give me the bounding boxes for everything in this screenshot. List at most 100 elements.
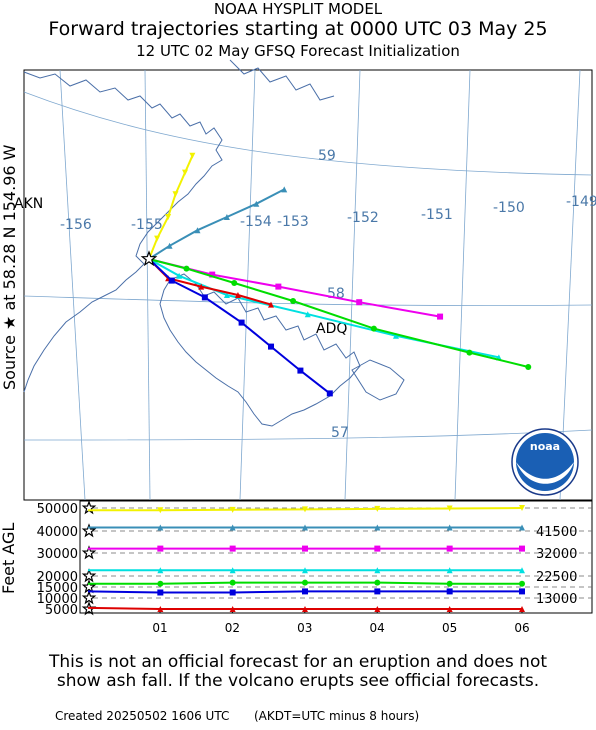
height-tick-label: 30000 xyxy=(37,547,78,562)
place-label-akn: AKN xyxy=(14,196,43,212)
place-label-adq: ADQ xyxy=(316,321,347,337)
trajectory-point xyxy=(525,364,532,370)
height-start-star xyxy=(81,568,97,583)
height-right-label: 41500 xyxy=(536,525,577,540)
trajectory-point xyxy=(176,272,183,279)
noaa-logo-text: noaa xyxy=(530,440,560,453)
lon-labels: -156 -155 -154 -153 -152 -151 -150 -149 xyxy=(60,194,596,233)
lon-label: -154 xyxy=(240,214,272,230)
x-tick-label: 05 xyxy=(442,621,457,635)
trajectory-point xyxy=(183,265,190,272)
trajectory-point xyxy=(370,325,377,332)
trajectory-point xyxy=(231,280,238,286)
lon-label: -149 xyxy=(566,194,596,210)
trajectory-layer xyxy=(148,152,532,397)
height-point xyxy=(157,524,164,531)
height-point xyxy=(519,567,525,574)
trajectory-point xyxy=(437,313,444,320)
height-start-star xyxy=(81,590,97,605)
height-point xyxy=(157,580,164,587)
created-timestamp: Created 20250502 1606 UTC xyxy=(55,709,230,723)
height-tick-label: 50000 xyxy=(37,502,78,517)
x-tick-label: 02 xyxy=(225,621,240,635)
trajectory-point xyxy=(253,200,260,207)
lat-labels: 59 58 57 xyxy=(318,148,349,441)
height-point xyxy=(519,524,525,531)
height-point xyxy=(519,606,525,612)
x-tick-label: 06 xyxy=(514,621,529,635)
trajectory-point xyxy=(290,298,297,304)
height-point xyxy=(374,505,381,512)
source-label: Source ★ at 58.28 N 154.96 W xyxy=(0,144,19,390)
height-start-star xyxy=(81,579,97,594)
height-point xyxy=(229,524,236,531)
height-point xyxy=(446,606,453,612)
trajectory-point xyxy=(356,299,363,306)
height-point xyxy=(519,588,525,595)
height-point xyxy=(157,507,164,514)
height-point xyxy=(157,606,164,612)
noaa-logo: noaa xyxy=(511,428,579,496)
trajectory-point xyxy=(189,152,196,159)
height-point xyxy=(302,588,308,595)
height-point xyxy=(374,606,381,612)
height-point xyxy=(374,588,381,595)
disclaimer-line-1: This is not an official forecast for an … xyxy=(48,652,548,672)
height-start-star xyxy=(81,523,97,538)
trajectory-point xyxy=(209,271,216,278)
lon-label: -150 xyxy=(493,200,525,216)
height-point xyxy=(302,606,308,612)
height-tick-label: 5000 xyxy=(45,603,78,618)
graticule xyxy=(23,69,593,501)
trajectory-point xyxy=(466,349,473,356)
trajectory-point xyxy=(198,283,205,290)
height-point xyxy=(374,567,381,574)
trajectory-point xyxy=(326,390,333,397)
trajectory-point xyxy=(194,227,201,234)
height-point xyxy=(229,589,236,596)
lat-label: 57 xyxy=(331,425,349,441)
x-tick-label: 03 xyxy=(297,621,312,635)
height-point xyxy=(302,567,308,574)
height-point xyxy=(519,580,525,587)
lon-label: -155 xyxy=(131,217,163,233)
source-star-icon xyxy=(140,250,158,267)
height-right-label: 13000 xyxy=(536,592,577,607)
height-point xyxy=(157,545,164,552)
height-point xyxy=(302,524,308,531)
height-point xyxy=(157,589,164,596)
height-tick-label: 40000 xyxy=(37,525,78,540)
trajectory-line xyxy=(148,188,285,260)
height-point xyxy=(446,567,453,574)
height-axis-label: Feet AGL xyxy=(0,523,18,594)
coastline xyxy=(23,59,405,427)
lon-label: -151 xyxy=(421,207,453,223)
lon-label: -156 xyxy=(60,217,92,233)
trajectory-point xyxy=(275,283,282,290)
height-point xyxy=(229,567,236,574)
trajectory-point xyxy=(223,214,230,220)
height-tick-label: 15000 xyxy=(37,581,78,596)
height-right-label: 22500 xyxy=(536,570,577,585)
height-point xyxy=(519,545,525,552)
trajectory-point xyxy=(172,191,179,198)
height-point xyxy=(302,506,308,513)
trajectory-line xyxy=(148,258,441,318)
height-point xyxy=(446,545,453,552)
height-point xyxy=(229,579,236,586)
trajectory-point xyxy=(297,367,304,374)
height-right-label: 32000 xyxy=(536,547,577,562)
chart-title: Forward trajectories starting at 0000 UT… xyxy=(48,18,548,40)
lon-label: -153 xyxy=(277,214,309,230)
trajectory-point xyxy=(165,214,172,220)
trajectory-point xyxy=(238,319,245,326)
trajectory-point xyxy=(234,292,241,298)
model-title: NOAA HYSPLIT MODEL xyxy=(213,0,383,18)
height-point xyxy=(374,579,381,586)
height-panel-frame xyxy=(79,500,593,614)
height-point xyxy=(446,580,453,587)
height-tick-label: 20000 xyxy=(37,570,78,585)
height-point xyxy=(229,545,236,552)
